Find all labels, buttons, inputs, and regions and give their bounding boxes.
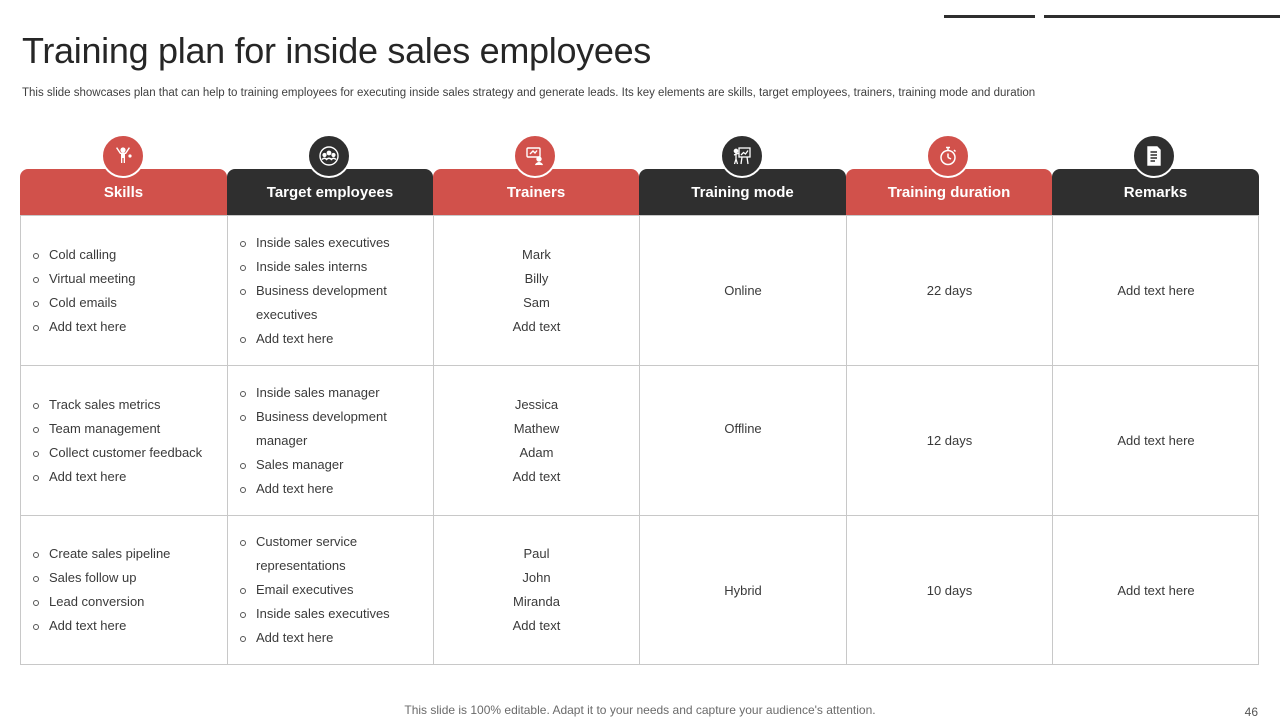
list-item: Sam <box>523 294 550 310</box>
decorative-line <box>944 15 1035 18</box>
list-item: Add text here <box>238 327 418 351</box>
training-duration-value: 22 days <box>926 283 973 298</box>
skills-list: Track sales metrics Team management Coll… <box>21 393 202 489</box>
page-number: 46 <box>1244 705 1258 719</box>
remarks-value: Add text here <box>1117 433 1195 448</box>
trainers-list: Paul John Miranda Add text <box>513 542 561 638</box>
list-item: Jessica <box>514 396 559 412</box>
table-cell-skills: Cold calling Virtual meeting Cold emails… <box>21 216 228 366</box>
list-item: Paul <box>523 546 550 561</box>
decorative-line <box>1044 15 1280 18</box>
remarks-value: Add text here <box>1117 582 1195 598</box>
stopwatch-icon <box>926 134 970 178</box>
list-item: Add text here <box>238 477 418 501</box>
list-item: Create sales pipeline <box>31 542 170 566</box>
list-item: Add text <box>512 618 561 633</box>
list-item: Adam <box>519 444 554 460</box>
list-item: Inside sales executives <box>238 602 418 626</box>
list-item: Mathew <box>513 420 560 436</box>
training-mode-value: Offline <box>724 421 762 436</box>
column-header-training-duration: Training duration <box>846 169 1052 215</box>
skills-list: Create sales pipeline Sales follow up Le… <box>21 542 170 638</box>
list-item: Sales follow up <box>31 566 170 590</box>
list-item: Email executives <box>238 578 418 602</box>
list-item: Lead conversion <box>31 590 170 614</box>
list-item: Team management <box>31 417 202 441</box>
table-cell-remarks: Add text here <box>1053 516 1259 664</box>
document-icon <box>1132 134 1176 178</box>
table-cell-trainers: Mark Billy Sam Add text <box>434 216 640 366</box>
list-item: Add text here <box>31 614 170 638</box>
list-item: Mark <box>522 246 551 262</box>
presenter-icon <box>513 134 557 178</box>
table-cell-training-duration: 10 days <box>847 516 1053 664</box>
table-cell-training-duration: 12 days <box>847 366 1053 516</box>
column-header-training-mode: Training mode <box>639 169 846 215</box>
training-duration-value: 12 days <box>926 433 973 448</box>
list-item: John <box>522 570 551 585</box>
table-cell-trainers: Paul John Miranda Add text <box>434 516 640 664</box>
table-cell-training-mode: Hybrid <box>640 516 847 664</box>
team-target-icon <box>307 134 351 178</box>
presentation-board-icon <box>720 134 764 178</box>
list-item: Customer service representations <box>238 530 418 578</box>
table-cell-training-duration: 22 days <box>847 216 1053 366</box>
list-item: Inside sales interns <box>238 255 418 279</box>
page-subtitle: This slide showcases plan that can help … <box>22 87 1036 99</box>
list-item: Cold calling <box>31 243 135 267</box>
list-item: Inside sales executives <box>238 231 418 255</box>
trainers-list: Mark Billy Sam Add text <box>513 243 561 339</box>
trainers-list: Jessica Mathew Adam Add text <box>513 393 561 489</box>
page-title: Training plan for inside sales employees <box>22 30 652 71</box>
target-employees-list: Inside sales manager Business developmen… <box>228 381 418 501</box>
table-cell-target-employees: Inside sales manager Business developmen… <box>228 366 434 516</box>
target-employees-list: Inside sales executives Inside sales int… <box>228 231 418 351</box>
footer-note: This slide is 100% editable. Adapt it to… <box>404 703 876 717</box>
list-item: Cold emails <box>31 291 135 315</box>
training-mode-value: Online <box>724 283 762 298</box>
list-item: Business development executives <box>238 279 418 327</box>
list-item: Add text here <box>31 315 135 339</box>
remarks-value: Add text here <box>1117 283 1195 298</box>
table-cell-skills: Track sales metrics Team management Coll… <box>21 366 228 516</box>
list-item: Collect customer feedback <box>31 441 202 465</box>
training-duration-value: 10 days <box>926 582 973 598</box>
table-cell-training-mode: Online <box>640 216 847 366</box>
list-item: Business development manager <box>238 405 418 453</box>
skills-list: Cold calling Virtual meeting Cold emails… <box>21 243 135 339</box>
table-cell-target-employees: Inside sales executives Inside sales int… <box>228 216 434 366</box>
table-body: Cold calling Virtual meeting Cold emails… <box>20 215 1259 665</box>
table-cell-remarks: Add text here <box>1053 366 1259 516</box>
training-plan-table: Skills Target employees Trainers Trainin… <box>20 134 1259 665</box>
table-cell-trainers: Jessica Mathew Adam Add text <box>434 366 640 516</box>
list-item: Sales manager <box>238 453 418 477</box>
list-item: Add text <box>512 318 561 334</box>
list-item: Inside sales manager <box>238 381 418 405</box>
table-cell-skills: Create sales pipeline Sales follow up Le… <box>21 516 228 664</box>
list-item: Track sales metrics <box>31 393 202 417</box>
training-mode-value: Hybrid <box>724 582 762 598</box>
list-item: Virtual meeting <box>31 267 135 291</box>
table-cell-remarks: Add text here <box>1053 216 1259 366</box>
table-cell-training-mode: Offline <box>640 366 847 516</box>
list-item: Add text here <box>31 465 202 489</box>
list-item: Billy <box>524 270 549 286</box>
person-arms-up-icon <box>101 134 145 178</box>
target-employees-list: Customer service representations Email e… <box>228 530 418 650</box>
list-item: Add text <box>512 468 561 484</box>
list-item: Miranda <box>513 594 560 609</box>
list-item: Add text here <box>238 626 418 650</box>
table-cell-target-employees: Customer service representations Email e… <box>228 516 434 664</box>
